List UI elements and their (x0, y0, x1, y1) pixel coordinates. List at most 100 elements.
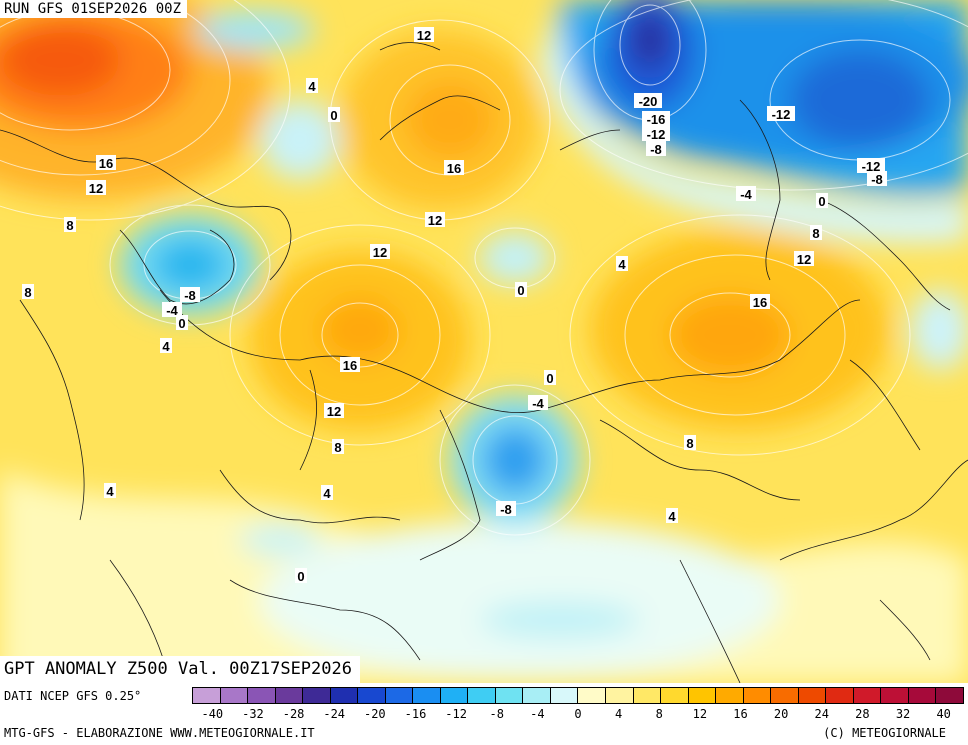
contour-label: 16 (753, 295, 767, 310)
color-scale-tick: -28 (282, 707, 305, 721)
contour-label: 4 (308, 79, 316, 94)
contour-label-box (104, 483, 116, 498)
contour-label-box (96, 155, 116, 170)
color-swatch (798, 688, 827, 703)
contour-label-box (767, 106, 795, 121)
contour-label: 0 (178, 316, 185, 331)
contour-label-box (684, 435, 696, 450)
contour-label-box (324, 403, 344, 418)
contour-label-box (515, 282, 527, 297)
contour-label-box (425, 212, 445, 227)
contour-label-box (616, 256, 628, 271)
contour-label: 4 (162, 339, 170, 354)
source-label: DATI NCEP GFS 0.25° (4, 689, 142, 703)
contour-label-box (328, 107, 340, 122)
color-scale-tick: 20 (773, 707, 789, 721)
color-scale-bar (192, 687, 964, 704)
contour-label: 8 (686, 436, 693, 451)
color-scale-tick: 24 (814, 707, 830, 721)
contour-label-box (646, 141, 666, 156)
contour-label: -12 (772, 107, 791, 122)
color-swatch (578, 688, 606, 703)
contour-label: 8 (66, 218, 73, 233)
legend: DATI NCEP GFS 0.25° -4 0 -32 -28 -24 -20 -16 -1… (0, 683, 968, 745)
color-swatch (358, 688, 386, 703)
contour-label-box (857, 158, 885, 173)
color-swatch (605, 688, 634, 703)
color-scale-tick: 8 (655, 707, 663, 721)
contour-label: 8 (24, 285, 31, 300)
contour-label: 8 (334, 440, 341, 455)
contour-label-box (816, 193, 828, 208)
contour-label-box (332, 439, 344, 454)
contour-label-box (160, 338, 172, 353)
contour-label: 16 (99, 156, 113, 171)
color-scale-tick: -32 (242, 707, 264, 721)
contour-label: 0 (330, 108, 337, 123)
color-swatch (523, 688, 551, 703)
contour-label-box (22, 284, 34, 299)
color-scale-tick: 32 (895, 707, 911, 721)
contour-label: 4 (668, 509, 676, 524)
color-scale-tick: -12 (445, 707, 467, 721)
contour-label-box (162, 302, 182, 317)
color-scale-tick: 28 (855, 707, 870, 721)
contour-label: -12 (862, 159, 881, 174)
color-swatch (633, 688, 662, 703)
contour-label: 12 (373, 245, 387, 260)
contour-label-box (180, 287, 200, 302)
color-swatch (385, 688, 414, 703)
color-scale-tick: 12 (692, 707, 708, 721)
contour-label: -8 (500, 502, 512, 517)
color-swatch (495, 688, 524, 703)
contour-label: 12 (89, 181, 103, 196)
contour-label: -12 (647, 127, 666, 142)
contour-label-box (634, 93, 662, 108)
contour-label: 8 (812, 226, 819, 241)
color-swatch (743, 688, 772, 703)
contour-label-box (810, 225, 822, 240)
color-swatch (881, 688, 909, 703)
color-swatch (413, 688, 441, 703)
color-scale-tick: -20 (363, 707, 386, 721)
contour-label-box (295, 568, 307, 583)
color-swatch (936, 688, 963, 703)
contour-label: 4 (618, 257, 626, 272)
contour-label-box (321, 485, 333, 500)
contour-label: -8 (871, 172, 883, 187)
color-swatch (853, 688, 882, 703)
color-scale-tick: -16 (404, 707, 427, 721)
contour-label-box (64, 217, 76, 232)
color-swatch (468, 688, 496, 703)
color-swatch (220, 688, 249, 703)
contour-label: -4 (740, 187, 752, 202)
credit-left: MTG-GFS - ELABORAZIONE WWW.METEOGIORNALE… (4, 726, 315, 740)
color-scale-ticks: -40 -32 -28 -24 -20 -16 -12 -8 -4 0 4 8 12 16 20 24 28 32… (192, 707, 964, 723)
color-scale-tick: 4 (615, 707, 623, 721)
contour-label: 12 (428, 213, 442, 228)
contour-label: -20 (639, 94, 658, 109)
color-swatch (716, 688, 744, 703)
contour-label: 12 (417, 28, 431, 43)
contour-label-box (528, 395, 548, 410)
color-swatch (688, 688, 717, 703)
color-scale-tick: -4 (530, 707, 545, 721)
coastlines-borders (0, 42, 968, 683)
contour-label-box (794, 251, 814, 266)
color-swatch (661, 688, 689, 703)
contour-label: 16 (447, 161, 461, 176)
color-scale-tick: -24 (323, 707, 346, 721)
color-swatch (193, 688, 221, 703)
color-swatch (550, 688, 579, 703)
contour-label-box (340, 357, 360, 372)
color-swatch (248, 688, 276, 703)
contour-label: -4 (166, 303, 178, 318)
contour-label-box (176, 315, 188, 330)
color-swatch (826, 688, 854, 703)
contour-label-box (306, 78, 318, 93)
contour-label: 0 (546, 371, 553, 386)
contour-label: 0 (297, 569, 304, 584)
contour-label-box (370, 244, 390, 259)
color-scale-tick: 0 (574, 707, 582, 721)
